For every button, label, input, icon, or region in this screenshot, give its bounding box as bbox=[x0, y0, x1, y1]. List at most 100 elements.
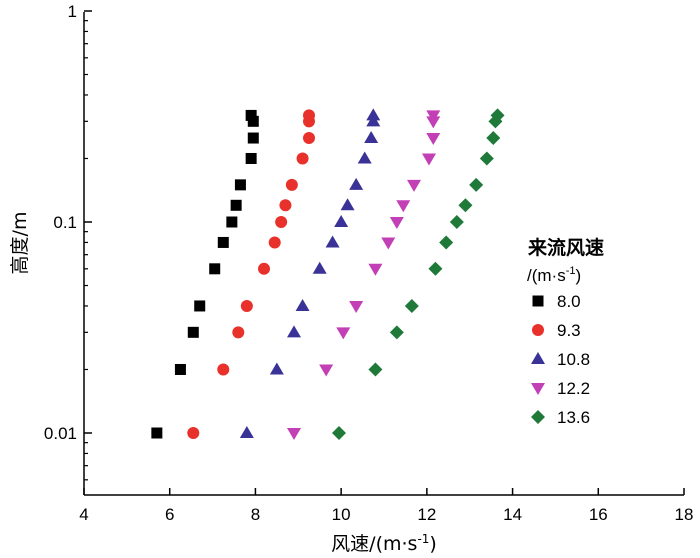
data-point bbox=[240, 299, 253, 312]
data-point bbox=[486, 131, 501, 146]
legend-title-line2-sup: -1 bbox=[566, 265, 576, 277]
data-point bbox=[258, 262, 270, 275]
legend-title-line2-text: /(m·s bbox=[527, 266, 566, 285]
data-point bbox=[239, 426, 254, 438]
x-axis-title: 风速/(m·s-1) bbox=[331, 532, 437, 555]
legend-title-line1: 来流风速 bbox=[528, 236, 604, 259]
data-point bbox=[366, 108, 381, 121]
data-point bbox=[245, 152, 257, 164]
data-point bbox=[426, 133, 441, 146]
legend-item: 12.2 bbox=[531, 379, 590, 398]
x-tick-label: 14 bbox=[503, 505, 522, 524]
legend-item: 10.8 bbox=[531, 350, 590, 369]
series-8.0 bbox=[151, 109, 259, 439]
y-tick-label: 0.01 bbox=[44, 424, 77, 443]
series-13.6 bbox=[332, 108, 505, 440]
data-marks bbox=[151, 108, 505, 440]
data-point bbox=[469, 177, 484, 192]
data-point bbox=[275, 216, 288, 228]
x-tick-label: 10 bbox=[332, 505, 351, 524]
legend-marker bbox=[531, 352, 545, 364]
x-tick-label: 6 bbox=[165, 505, 174, 524]
legend-label: 9.3 bbox=[557, 321, 581, 340]
data-point bbox=[151, 427, 163, 439]
data-point bbox=[349, 177, 364, 190]
data-point bbox=[349, 300, 364, 313]
data-point bbox=[490, 108, 505, 123]
data-point bbox=[368, 263, 383, 276]
data-point bbox=[247, 115, 259, 127]
data-point bbox=[247, 132, 259, 144]
data-point bbox=[217, 363, 230, 376]
axes bbox=[83, 12, 684, 496]
data-point bbox=[407, 179, 421, 192]
data-point bbox=[217, 236, 229, 248]
legend-item: 13.6 bbox=[531, 408, 590, 427]
legend-marker bbox=[531, 383, 545, 395]
data-point bbox=[279, 199, 292, 212]
x-tick-label: 4 bbox=[79, 505, 88, 524]
data-point bbox=[340, 198, 355, 211]
tick-group: 4 6 8 10 12 14 16 18 0.01 0.1 1 bbox=[44, 2, 694, 524]
data-point bbox=[428, 261, 443, 276]
data-point bbox=[209, 263, 221, 275]
x-tick-label: 12 bbox=[417, 505, 436, 524]
legend-entries: 8.0 9.3 10.8 12.2 13.6 bbox=[531, 292, 590, 427]
legend-label: 12.2 bbox=[557, 379, 590, 398]
data-point bbox=[187, 326, 199, 338]
data-point bbox=[364, 131, 379, 144]
data-point bbox=[439, 235, 454, 250]
data-point bbox=[479, 151, 494, 166]
data-point bbox=[303, 132, 315, 145]
x-axis-title-text: 风速/(m·s bbox=[331, 533, 417, 555]
legend-title-line2-close: ) bbox=[576, 266, 582, 285]
data-point bbox=[174, 363, 186, 375]
data-point bbox=[404, 298, 419, 313]
series-9.3 bbox=[187, 109, 315, 439]
data-point bbox=[396, 200, 411, 213]
data-point bbox=[287, 325, 301, 338]
series-10.8 bbox=[239, 108, 381, 438]
legend-label: 8.0 bbox=[557, 292, 581, 311]
data-point bbox=[381, 237, 396, 250]
data-point bbox=[332, 426, 346, 440]
data-point bbox=[426, 110, 441, 123]
data-point bbox=[245, 109, 257, 121]
x-tick-label: 18 bbox=[675, 505, 694, 524]
series-12.2 bbox=[287, 110, 441, 440]
data-point bbox=[458, 198, 473, 213]
data-point bbox=[287, 428, 301, 440]
y-tick-label: 0.1 bbox=[53, 213, 77, 232]
data-point bbox=[449, 215, 464, 229]
data-point bbox=[226, 216, 238, 228]
data-point bbox=[187, 427, 200, 439]
data-point bbox=[303, 109, 315, 122]
data-point bbox=[312, 261, 327, 274]
data-point bbox=[232, 326, 245, 339]
x-axis-title-close: ) bbox=[429, 533, 436, 555]
legend: 来流风速 /(m·s-1) 8.0 9.3 10.8 12.2 13.6 bbox=[527, 236, 604, 427]
x-axis-title-sup: -1 bbox=[417, 532, 429, 546]
data-point bbox=[389, 325, 404, 340]
data-point bbox=[234, 179, 246, 191]
data-point bbox=[285, 178, 298, 191]
y-axis-title: 高度/m bbox=[9, 212, 31, 275]
legend-label: 13.6 bbox=[557, 408, 590, 427]
data-point bbox=[368, 362, 383, 377]
data-point bbox=[268, 236, 281, 249]
data-point bbox=[422, 153, 436, 166]
data-point bbox=[336, 327, 351, 340]
legend-label: 10.8 bbox=[557, 350, 590, 369]
data-point bbox=[230, 199, 242, 211]
legend-title-line2: /(m·s-1) bbox=[527, 265, 581, 285]
legend-item: 8.0 bbox=[532, 292, 581, 311]
data-point bbox=[319, 364, 334, 377]
legend-marker bbox=[531, 410, 545, 424]
legend-marker bbox=[532, 295, 544, 307]
legend-marker bbox=[532, 324, 544, 336]
data-point bbox=[357, 151, 372, 164]
x-tick-label: 8 bbox=[251, 505, 260, 524]
legend-item: 9.3 bbox=[532, 321, 581, 340]
data-point bbox=[194, 300, 206, 312]
data-point bbox=[334, 215, 349, 227]
